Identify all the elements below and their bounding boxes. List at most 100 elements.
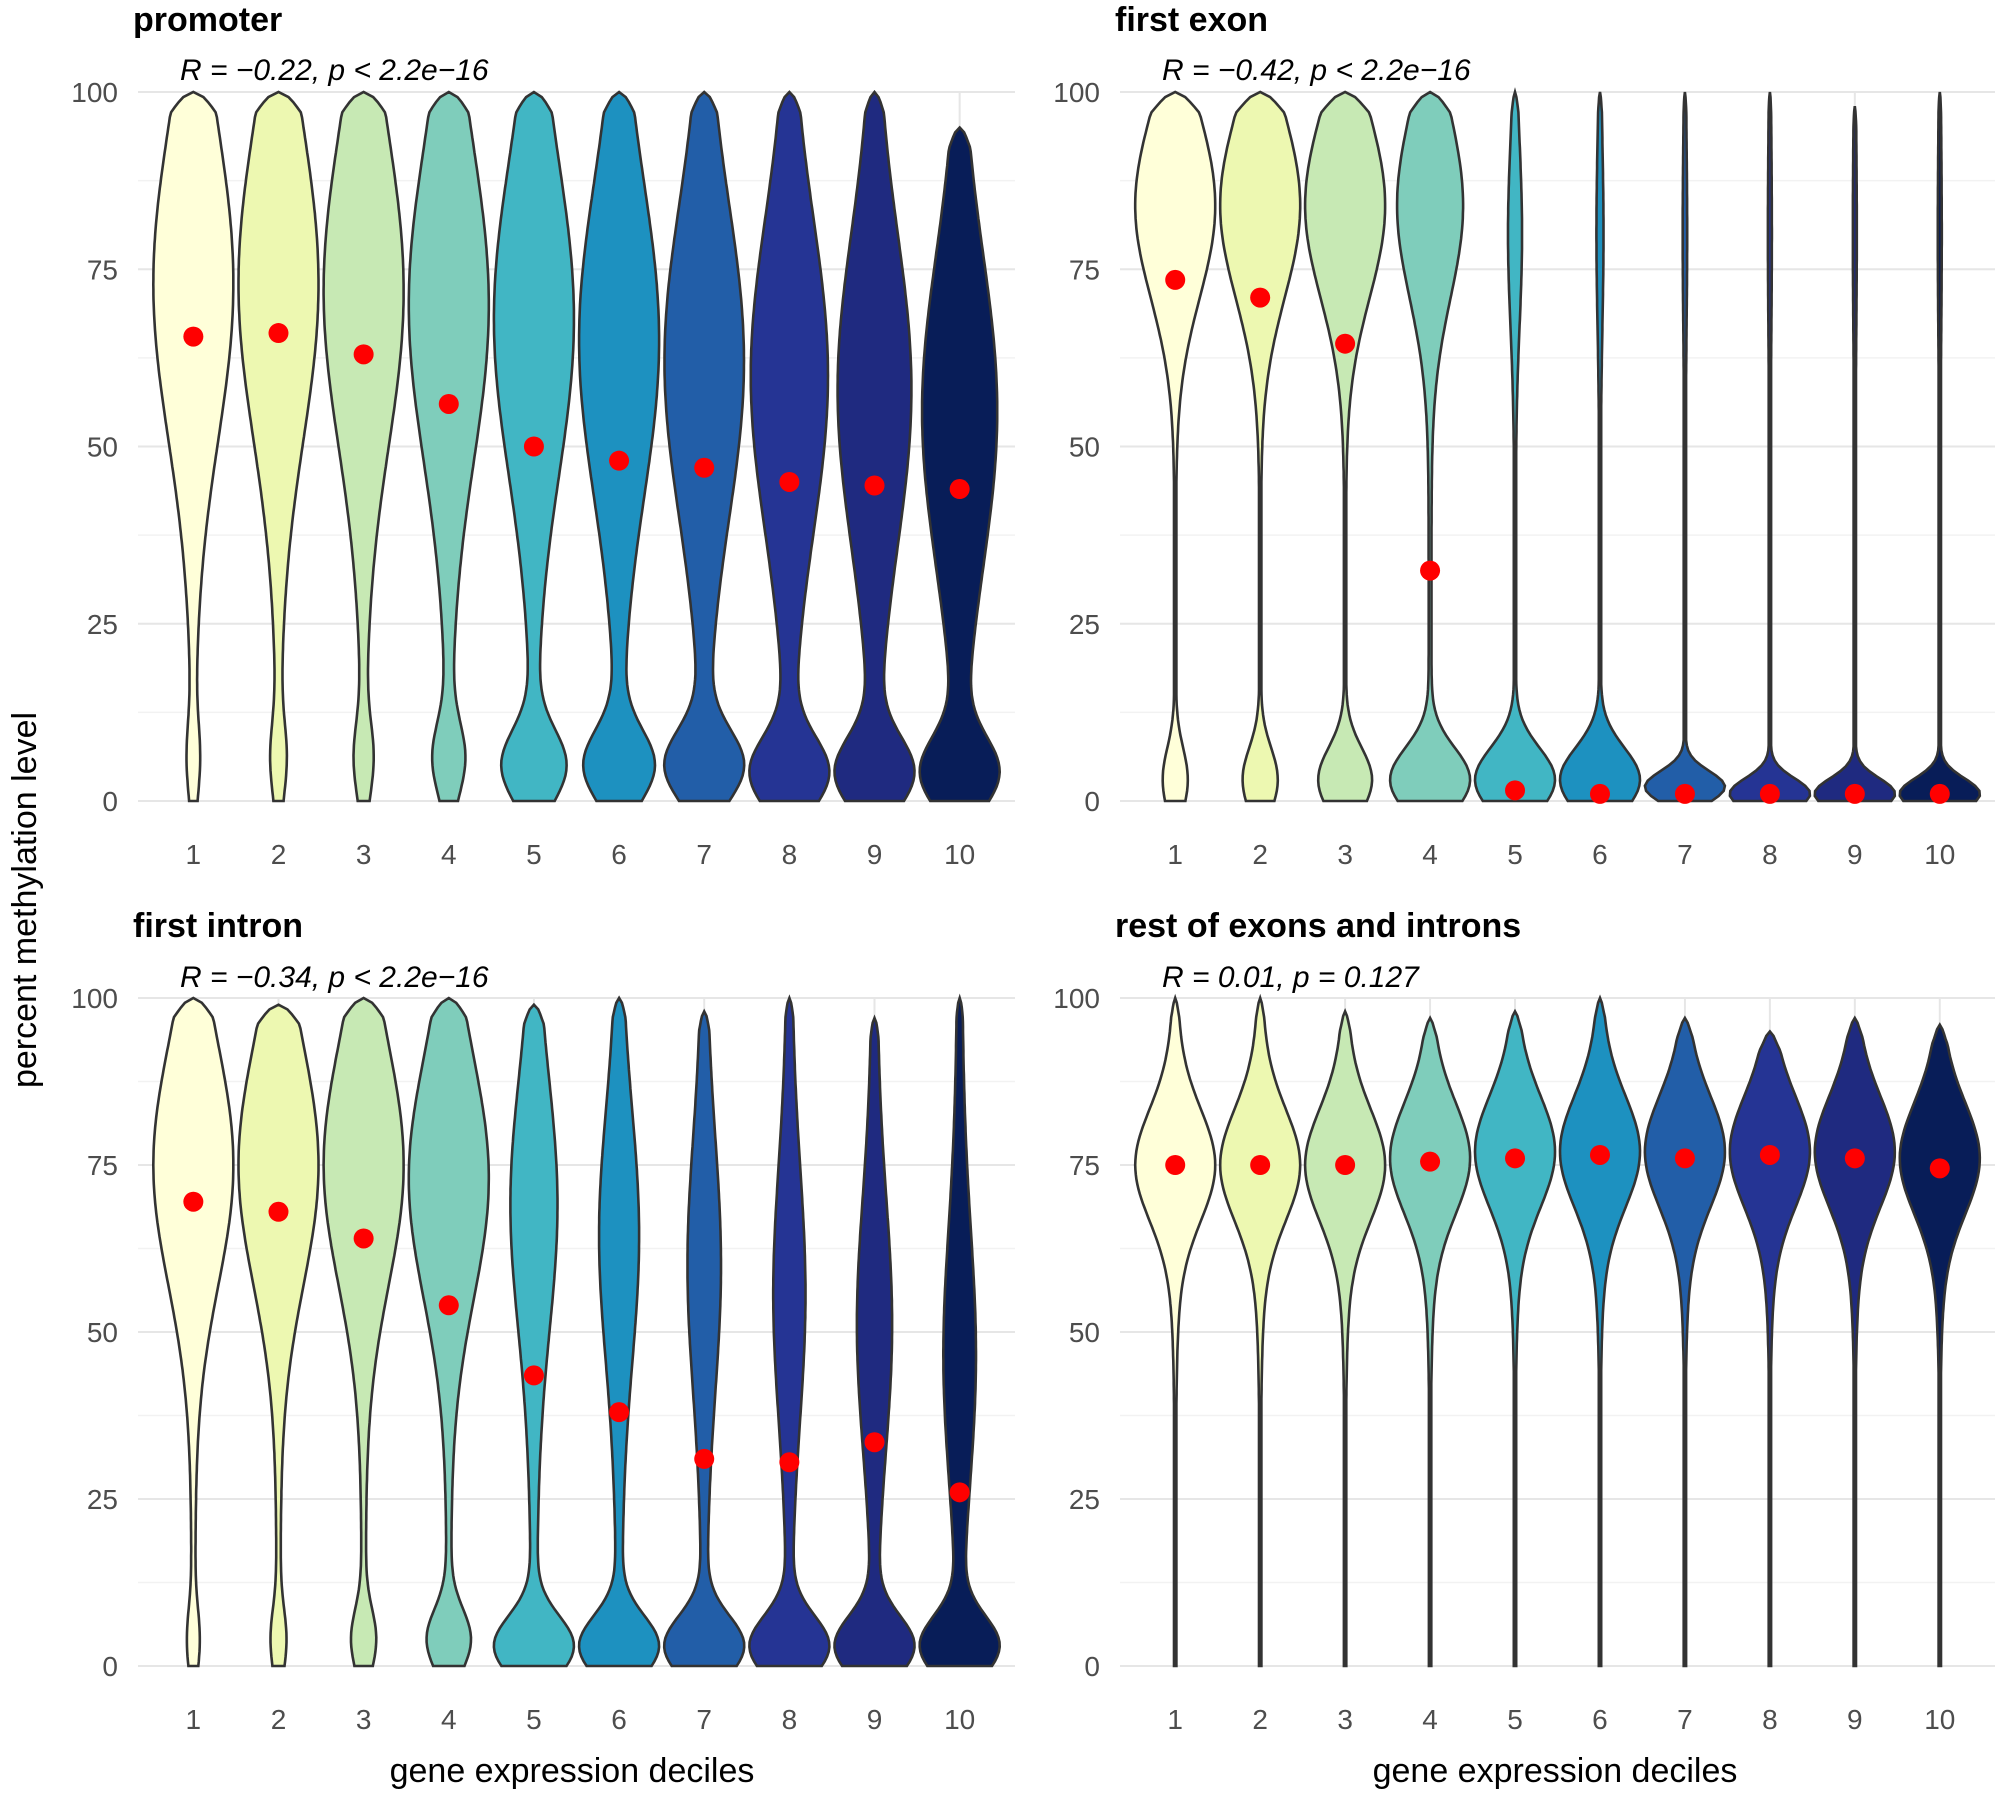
mean-point-decile-10 [1929,783,1950,804]
x-tick-label: 1 [1167,1704,1183,1735]
x-tick-label: 3 [1337,839,1353,870]
x-tick-label: 7 [1677,839,1693,870]
violin-decile-8 [1728,91,1812,803]
x-tick-label: 7 [696,1704,712,1735]
x-tick-label: 8 [1762,839,1778,870]
violin-decile-6 [1558,994,1642,1668]
violin-decile-3 [1303,1007,1387,1668]
x-tick-label: 4 [1422,1704,1438,1735]
y-tick-label: 50 [87,1317,118,1348]
y-tick-label: 75 [1069,1150,1100,1181]
mean-point-decile-1 [1165,1155,1186,1175]
x-tick-label: 4 [441,839,457,870]
x-tick-label: 10 [1924,839,1955,870]
facet-panel-4: 0 25 50 75 100 1 2 3 4 5 6 7 8 9 10 rest of exons and i… [1053,907,1995,1735]
y-axis-title: percent methylation level [6,712,44,1088]
y-tick-label: 50 [87,432,118,463]
mean-point-decile-6 [1589,1144,1610,1165]
mean-point-decile-4 [438,1295,459,1316]
y-tick-label: 50 [1069,1317,1100,1348]
x-tick-label: 8 [1762,1704,1778,1735]
mean-point-decile-8 [779,471,800,492]
mean-point-decile-3 [1335,1155,1356,1175]
violin-decile-1 [1133,993,1217,1668]
violin-decile-10 [1898,91,1982,803]
violin-decile-9 [833,89,916,803]
mean-point-decile-10 [1929,1158,1950,1179]
x-axis-title-left: gene expression deciles [390,1752,755,1790]
mean-point-decile-10 [949,479,970,500]
violin-decile-1 [151,996,235,1668]
y-tick-label: 50 [1069,432,1100,463]
mean-point-decile-4 [1420,1151,1441,1172]
violin-decile-7 [1643,1015,1727,1668]
x-tick-label: 8 [782,1704,798,1735]
violin-decile-5 [1473,87,1557,803]
facet-panel-3: 0 25 50 75 100 1 2 3 4 5 6 7 8 9 10 first intron R = −0.… [71,907,1015,1735]
violin-decile-4 [1388,1015,1472,1668]
violin-decile-6 [577,90,661,803]
violin-decile-10 [918,993,1002,1668]
mean-point-decile-3 [353,1228,374,1249]
violin-decile-5 [1473,1008,1557,1668]
y-tick-label: 100 [1053,77,1100,108]
mean-point-decile-7 [1674,783,1695,804]
x-tick-label: 9 [1847,839,1863,870]
violin-decile-2 [1218,993,1302,1668]
facet-panel-1: 0 25 50 75 100 1 2 3 4 5 6 7 8 9 10 promoter R = −0.22, … [71,1,1015,870]
y-tick-label: 0 [1084,786,1100,817]
violin-decile-4 [407,996,491,1668]
correlation-annotation: R = 0.01, p = 0.127 [1162,961,1420,994]
mean-point-decile-4 [438,393,459,414]
mean-point-decile-5 [523,1365,544,1386]
violin-decile-7 [1643,91,1727,803]
panel-title: first exon [1115,1,1268,39]
panel-title: promoter [133,1,282,39]
mean-point-decile-9 [1844,1148,1865,1169]
x-tick-label: 2 [1252,1704,1268,1735]
mean-point-decile-9 [864,475,885,496]
violin-decile-6 [1558,91,1642,803]
violin-decile-2 [1218,90,1302,803]
y-tick-label: 0 [102,786,118,817]
mean-point-decile-10 [949,1482,970,1503]
violin-decile-2 [237,1003,320,1668]
x-tick-label: 2 [271,1704,287,1735]
mean-point-decile-9 [1844,783,1865,804]
y-tick-label: 75 [87,254,118,285]
mean-point-decile-8 [1759,1144,1780,1165]
x-tick-label: 6 [611,839,627,870]
x-tick-label: 3 [1337,1704,1353,1735]
x-tick-label: 10 [944,1704,975,1735]
y-tick-label: 100 [71,77,118,108]
x-tick-label: 10 [944,839,975,870]
violin-decile-3 [1303,90,1387,803]
violin-decile-2 [237,90,320,803]
mean-point-decile-9 [864,1432,885,1453]
mean-point-decile-1 [1165,269,1186,290]
y-tick-label: 0 [1084,1651,1100,1682]
violin-decile-1 [151,90,235,803]
violin-decile-8 [748,90,831,803]
y-tick-label: 75 [1069,254,1100,285]
violin-decile-10 [918,125,1002,803]
mean-point-decile-2 [1250,287,1271,308]
violin-decile-10 [1898,1022,1982,1668]
x-tick-label: 5 [1507,839,1523,870]
mean-point-decile-5 [523,436,544,457]
violin-decile-7 [662,1008,746,1668]
x-tick-label: 9 [1847,1704,1863,1735]
violin-decile-3 [322,996,405,1668]
y-tick-label: 25 [87,1484,118,1515]
violin-decile-8 [748,994,831,1668]
violin-decile-4 [407,90,491,803]
y-tick-label: 0 [102,1651,118,1682]
mean-point-decile-7 [1674,1148,1695,1169]
y-tick-label: 25 [1069,609,1100,640]
mean-point-decile-3 [353,344,374,365]
x-tick-label: 3 [356,1704,372,1735]
violin-decile-9 [1813,1015,1897,1668]
mean-point-decile-6 [609,450,630,471]
